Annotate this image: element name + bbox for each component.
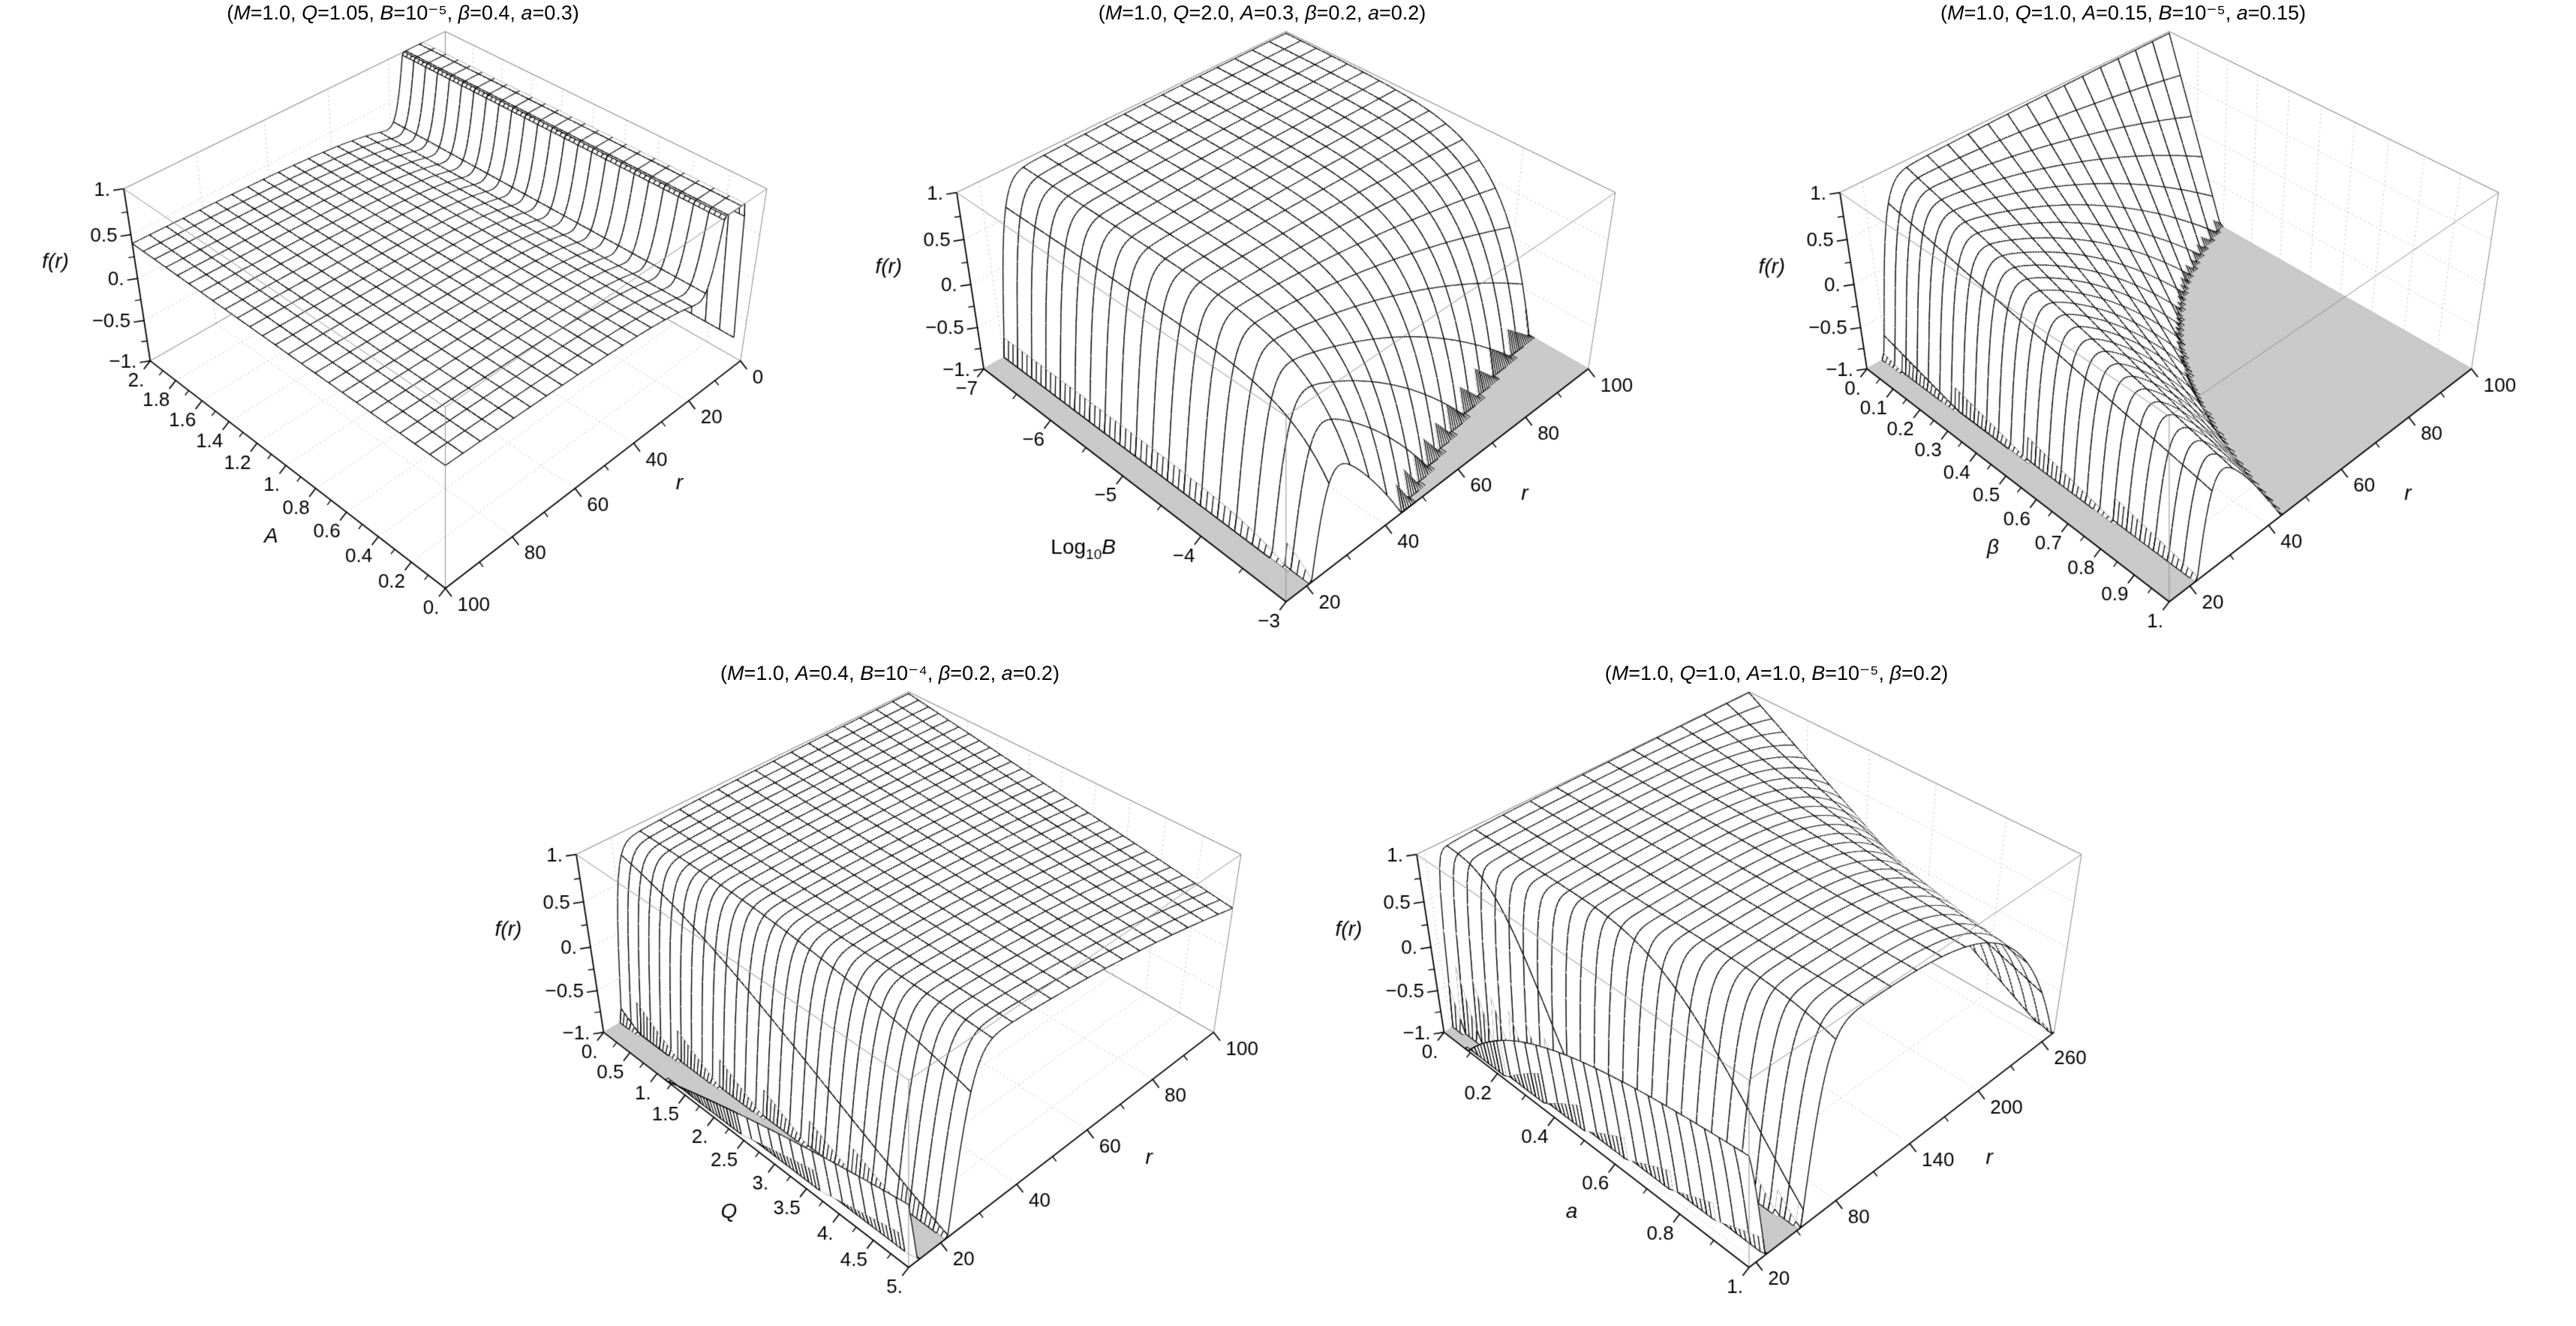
panel-1-title: (M=1.0, Q=1.05, B=10⁻⁵, β=0.4, a=0.3) — [227, 2, 579, 24]
panel-2-surface-canvas — [844, 0, 1737, 660]
panel-1-surface-canvas — [11, 0, 852, 647]
panel-4-title: (M=1.0, A=0.4, B=10⁻⁴, β=0.2, a=0.2) — [720, 662, 1060, 684]
panel-3-surface-canvas — [1727, 0, 2576, 660]
panel-5-title: (M=1.0, Q=1.0, A=1.0, B=10⁻⁵, β=0.2) — [1604, 662, 1949, 684]
panel-2-title: (M=1.0, Q=2.0, A=0.3, β=0.2, a=0.2) — [1098, 2, 1426, 24]
panel-3-title: (M=1.0, Q=1.0, A=0.15, B=10⁻⁵, a=0.15) — [1940, 2, 2307, 24]
plot-panel-5: (M=1.0, Q=1.0, A=1.0, B=10⁻⁵, β=0.2) — [1304, 660, 2306, 1326]
panel-4-surface-canvas — [464, 660, 1373, 1326]
plot-panel-3: (M=1.0, Q=1.0, A=0.15, B=10⁻⁵, a=0.15) — [1727, 0, 2576, 660]
plot-panel-1: (M=1.0, Q=1.05, B=10⁻⁵, β=0.4, a=0.3) — [11, 0, 852, 647]
panel-5-surface-canvas — [1304, 660, 2306, 1326]
plot-panel-2: (M=1.0, Q=2.0, A=0.3, β=0.2, a=0.2) — [844, 0, 1737, 660]
plot-panel-4: (M=1.0, A=0.4, B=10⁻⁴, β=0.2, a=0.2) — [464, 660, 1373, 1326]
